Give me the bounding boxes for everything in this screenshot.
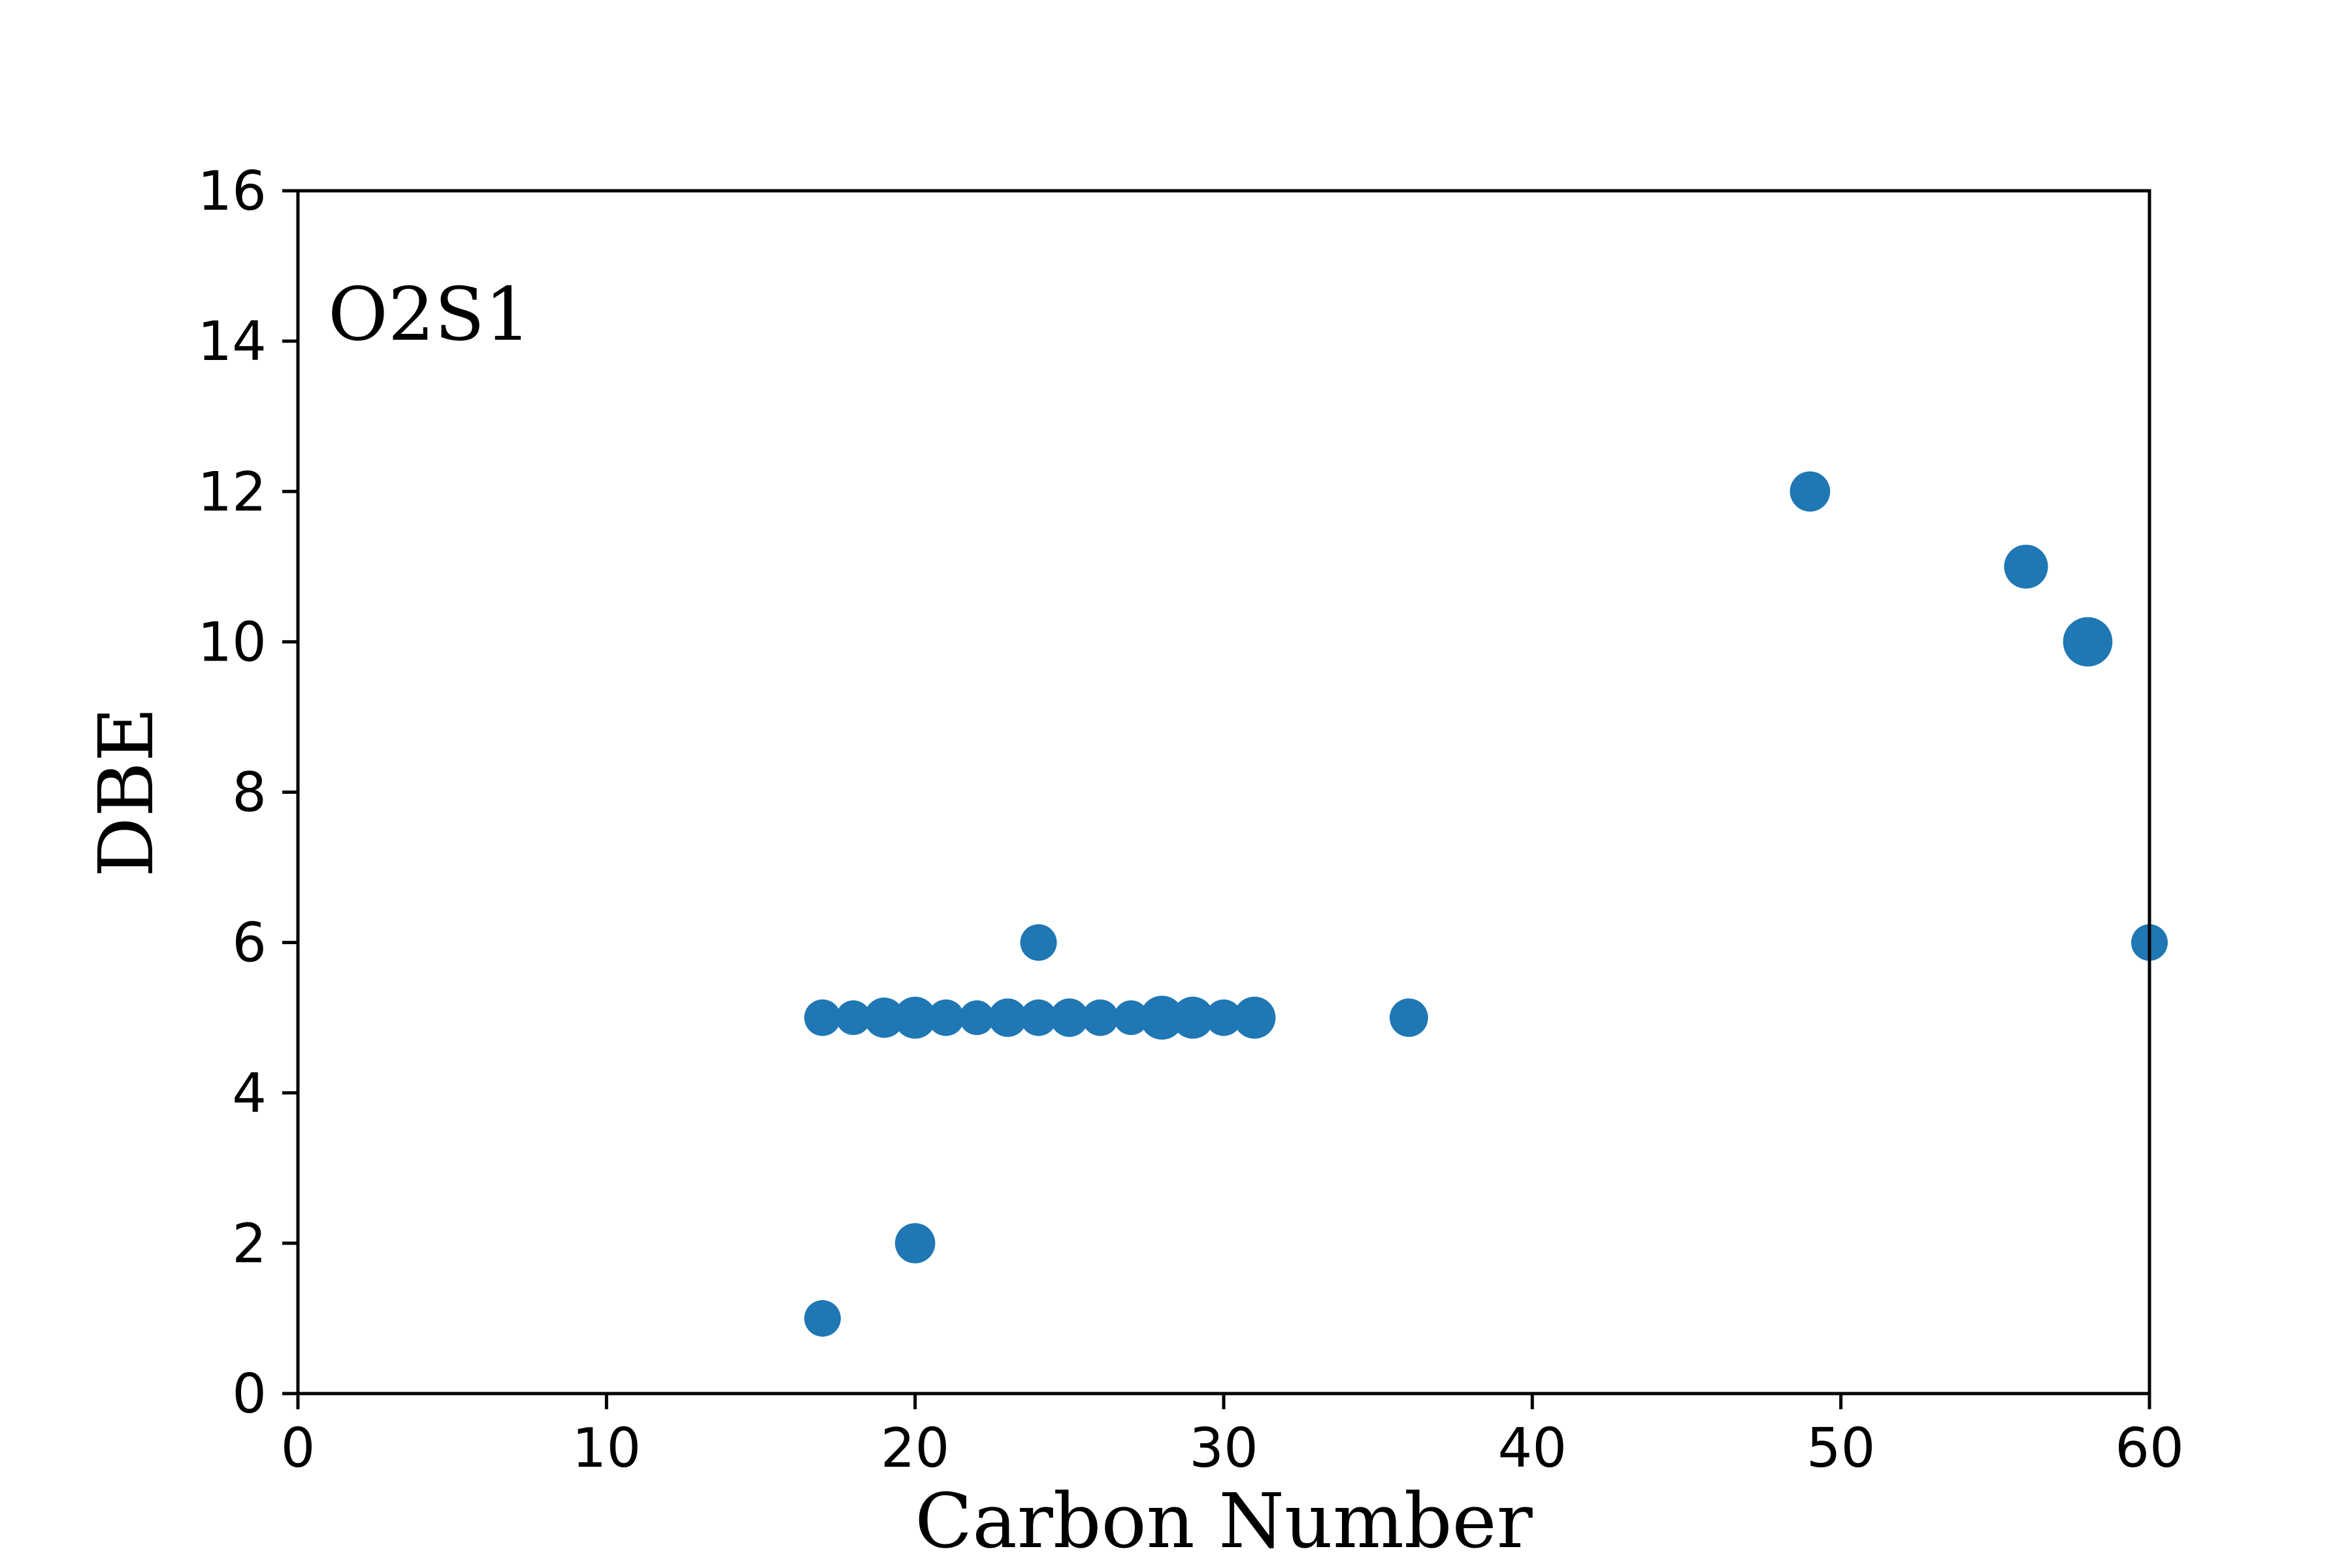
plot-area-frame — [296, 189, 2151, 1396]
data-point — [2004, 544, 2048, 589]
y-tick-label: 8 — [232, 761, 267, 825]
data-point — [1050, 998, 1089, 1037]
data-point — [1233, 996, 1276, 1039]
data-point — [804, 1299, 841, 1337]
y-tick-label: 6 — [232, 911, 267, 975]
data-point — [1020, 999, 1057, 1036]
data-point — [894, 1223, 936, 1264]
data-point — [1789, 471, 1831, 512]
y-tick-label: 10 — [197, 610, 267, 674]
data-point — [864, 997, 905, 1038]
data-point — [927, 999, 964, 1036]
x-tick-label: 40 — [1498, 1416, 1567, 1480]
x-axis-ticks: 0 10 20 30 40 50 60 — [281, 1394, 2184, 1480]
data-point — [1205, 999, 1242, 1036]
y-tick-label: 14 — [197, 310, 267, 373]
y-tick-label: 0 — [232, 1362, 267, 1426]
x-tick-label: 50 — [1806, 1416, 1876, 1480]
data-point — [959, 1000, 994, 1036]
data-point — [1390, 998, 1428, 1037]
data-point — [1020, 924, 1057, 961]
data-point — [2063, 617, 2113, 667]
data-point — [836, 1000, 871, 1036]
data-point — [894, 996, 936, 1039]
y-tick-label: 16 — [197, 159, 267, 223]
x-tick-label: 0 — [281, 1416, 316, 1480]
data-point — [1139, 996, 1184, 1040]
panel-annotation: O2S1 — [328, 272, 531, 357]
data-point — [804, 999, 841, 1036]
y-tick-label: 4 — [232, 1062, 267, 1125]
points-layer — [804, 471, 2168, 1337]
data-point — [1113, 1000, 1149, 1036]
data-point — [988, 998, 1027, 1037]
x-tick-label: 10 — [572, 1416, 642, 1480]
x-tick-label: 60 — [2115, 1416, 2184, 1480]
x-tick-label: 20 — [881, 1416, 950, 1480]
data-point — [1082, 999, 1119, 1036]
y-tick-label: 12 — [197, 460, 267, 523]
y-axis-ticks: 0 2 4 6 8 10 12 14 16 — [197, 159, 298, 1426]
y-tick-label: 2 — [232, 1212, 267, 1275]
y-axis-title: DBE — [83, 707, 171, 877]
x-tick-label: 30 — [1189, 1416, 1258, 1480]
data-point — [1171, 996, 1214, 1039]
x-axis-title: Carbon Number — [915, 1478, 1532, 1565]
